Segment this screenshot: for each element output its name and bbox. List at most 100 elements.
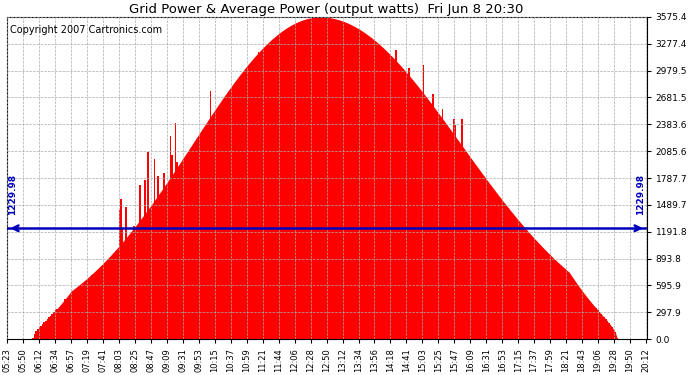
Bar [411,311,413,339]
Bar [456,317,457,339]
Bar [597,310,599,339]
Bar [190,243,193,339]
Bar [525,234,526,339]
Bar [404,312,405,339]
Bar [461,119,462,339]
Bar [587,304,589,339]
Bar [373,198,375,339]
Bar [85,292,87,339]
Bar [455,125,456,339]
Bar [37,329,39,339]
Bar [342,246,344,339]
Bar [502,221,504,339]
Bar [45,321,47,339]
Bar [112,274,114,339]
Bar [250,257,251,339]
Bar [480,176,482,339]
Bar [484,200,485,339]
Bar [55,310,56,339]
Bar [399,280,400,339]
Bar [491,194,493,339]
Bar [42,324,43,339]
Bar [482,195,484,339]
Bar [176,162,178,339]
Bar [352,189,354,339]
Bar [48,317,50,339]
Bar [495,201,496,339]
Bar [582,296,584,339]
Bar [98,292,99,339]
Bar [406,113,408,339]
Bar [277,149,279,339]
Bar [559,264,560,339]
Bar [328,111,330,339]
Bar [270,253,273,339]
Bar [130,288,131,339]
Bar [272,44,274,339]
Bar [293,111,295,339]
Bar [333,230,335,339]
Bar [536,255,538,339]
Bar [295,44,296,339]
Bar [58,319,59,339]
Bar [53,312,55,339]
Bar [382,116,384,339]
Bar [108,274,109,339]
Bar [165,266,166,339]
Bar [117,323,119,339]
Bar [557,274,559,339]
Bar [251,70,253,339]
Bar [122,229,124,339]
Bar [325,116,326,339]
Bar [377,128,380,339]
Bar [462,291,464,339]
Bar [431,137,432,339]
Bar [82,284,83,339]
Bar [565,279,566,339]
Bar [607,321,608,339]
Title: Grid Power & Average Power (output watts)  Fri Jun 8 20:30: Grid Power & Average Power (output watts… [130,3,524,16]
Bar [405,207,406,339]
Bar [298,295,299,339]
Bar [440,184,442,339]
Bar [131,331,133,339]
Bar [125,207,127,339]
Bar [126,269,128,339]
Bar [91,275,93,339]
Bar [204,168,205,339]
Bar [415,144,416,339]
Bar [319,39,320,339]
Bar [371,89,373,339]
Bar [213,158,215,339]
Bar [299,135,301,339]
Bar [486,196,489,339]
Bar [357,309,359,339]
Bar [248,97,250,339]
Bar [540,258,541,339]
Bar [522,240,524,339]
Bar [171,155,173,339]
Bar [551,261,552,339]
Bar [315,319,317,339]
Bar [496,198,497,339]
Bar [35,331,37,339]
Bar [106,285,108,339]
Bar [43,322,45,339]
Bar [201,322,204,339]
Bar [205,150,206,339]
Bar [86,280,88,339]
Bar [552,267,554,339]
Bar [335,86,336,339]
Bar [460,154,461,339]
Bar [79,305,80,339]
Bar [258,53,259,339]
Bar [413,122,415,339]
Bar [245,75,246,339]
Bar [435,152,437,339]
Bar [241,256,244,339]
Bar [562,275,564,339]
Bar [159,284,160,339]
Bar [381,75,382,339]
Bar [88,301,90,339]
Bar [32,338,34,339]
